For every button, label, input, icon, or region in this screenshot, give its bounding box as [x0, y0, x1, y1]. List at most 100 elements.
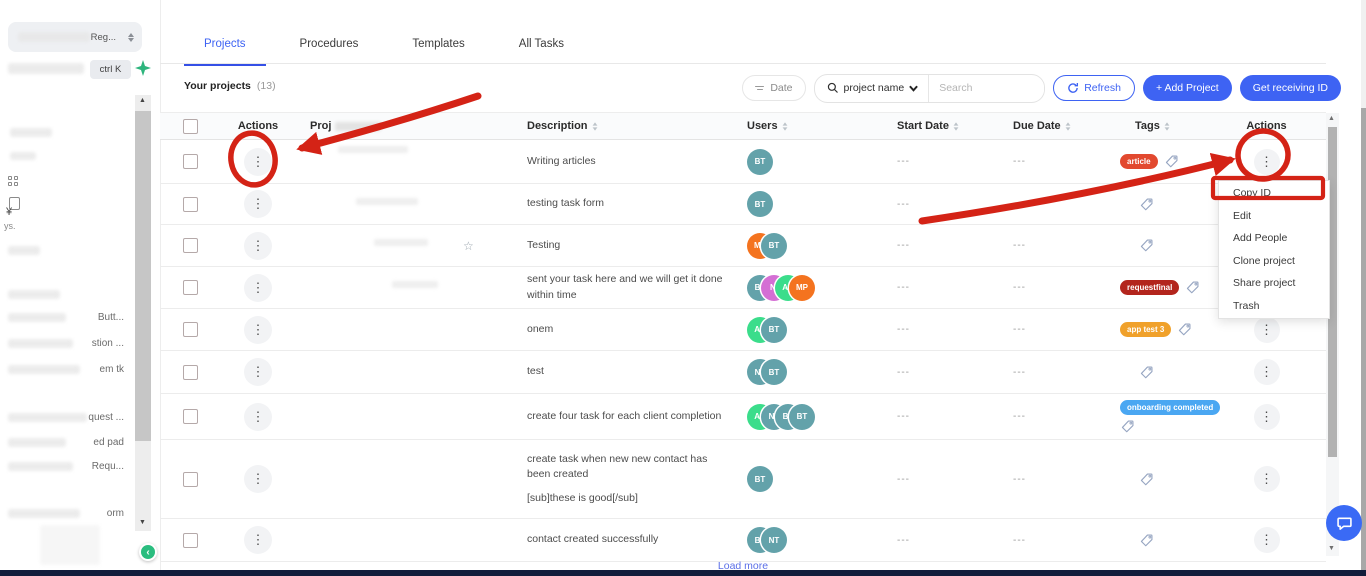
tag-icon[interactable] [1177, 322, 1192, 337]
column-header-actions[interactable]: Actions [1235, 120, 1326, 132]
sort-icon[interactable] [953, 121, 959, 131]
project-name-cell[interactable] [308, 267, 525, 308]
row-actions-button[interactable]: ⋮ [1253, 466, 1280, 492]
tag-icon[interactable] [1185, 280, 1200, 295]
load-more-link[interactable]: Load more [717, 560, 769, 572]
row-checkbox[interactable] [183, 471, 198, 487]
sidebar-item-fragment[interactable]: orm [106, 508, 124, 519]
sparkle-icon[interactable] [135, 60, 151, 81]
row-checkbox[interactable] [183, 322, 198, 337]
sort-icon[interactable] [782, 121, 788, 131]
row-actions-button[interactable]: ⋮ [244, 231, 272, 260]
row-actions-button[interactable]: ⋮ [244, 358, 272, 386]
get-receiving-id-button[interactable]: Get receiving ID [1239, 75, 1341, 101]
refresh-button[interactable]: Refresh [1053, 75, 1135, 101]
sort-icon[interactable] [1164, 121, 1170, 131]
project-name-cell[interactable] [308, 351, 525, 393]
avatar[interactable]: BT [747, 466, 773, 492]
menu-item-edit[interactable]: Edit [1233, 209, 1252, 222]
tag-icon[interactable] [1139, 533, 1154, 548]
row-actions-button[interactable]: ⋮ [1253, 527, 1280, 553]
row-checkbox[interactable] [183, 280, 198, 295]
menu-item-trash[interactable]: Trash [1233, 299, 1260, 312]
row-actions-button[interactable]: ⋮ [244, 465, 272, 493]
project-name-cell[interactable]: ☆ [308, 225, 525, 266]
scroll-up-icon[interactable]: ▲ [1328, 115, 1335, 122]
column-header-start-date[interactable]: Start Date [895, 120, 1011, 132]
window-scrollbar[interactable] [1361, 108, 1366, 570]
select-all-checkbox[interactable] [183, 118, 198, 134]
sort-icon[interactable] [592, 121, 598, 131]
column-header-proj[interactable]: Proj [308, 120, 525, 132]
avatar[interactable]: MP [789, 274, 815, 301]
scroll-down-icon[interactable]: ▼ [1328, 545, 1335, 552]
project-name-cell[interactable] [308, 519, 525, 561]
row-checkbox[interactable] [183, 532, 198, 548]
tab-procedures[interactable]: Procedures [299, 38, 359, 50]
row-actions-button[interactable]: ⋮ [1253, 403, 1280, 430]
tag-pill[interactable]: onboarding completed [1120, 399, 1221, 415]
avatar[interactable]: BT [761, 232, 787, 259]
row-actions-button[interactable]: ⋮ [244, 526, 272, 554]
row-checkbox[interactable] [183, 154, 198, 169]
sidebar-item-fragment[interactable]: em tk [99, 364, 124, 375]
menu-item-add-people[interactable]: Add People [1233, 232, 1288, 244]
tag-pill[interactable]: app test 3 [1120, 322, 1172, 337]
table-scrollbar-thumb[interactable] [1328, 127, 1337, 457]
avatar[interactable]: BT [747, 191, 773, 217]
menu-item-copy-id[interactable]: Copy ID [1233, 187, 1271, 199]
tag-pill[interactable]: article [1120, 154, 1158, 169]
sidebar-item-fragment[interactable]: ed pad [93, 437, 124, 448]
row-actions-button[interactable]: ⋮ [244, 273, 272, 302]
tag-icon[interactable] [1139, 238, 1154, 253]
search-input[interactable] [929, 82, 1045, 94]
add-project-button[interactable]: + Add Project [1142, 75, 1232, 101]
tag-icon[interactable] [1139, 365, 1154, 380]
column-header-users[interactable]: Users [745, 120, 895, 132]
avatar[interactable]: BT [761, 316, 787, 343]
tab-templates[interactable]: Templates [412, 38, 465, 50]
row-actions-button[interactable]: ⋮ [1253, 148, 1280, 175]
row-actions-button[interactable]: ⋮ [244, 315, 272, 344]
tag-icon[interactable] [1139, 472, 1154, 487]
date-filter-button[interactable]: Date [742, 75, 806, 101]
row-actions-button[interactable]: ⋮ [244, 147, 272, 176]
sidebar-item-fragment[interactable]: Requ... [91, 461, 124, 472]
sort-icon[interactable] [1065, 121, 1071, 131]
avatar[interactable]: BT [761, 359, 787, 385]
column-header-actions[interactable]: Actions [208, 120, 308, 132]
project-name-cell[interactable] [308, 309, 525, 350]
chat-widget-button[interactable] [1326, 505, 1362, 541]
menu-item-share-project[interactable]: Share project [1233, 277, 1296, 289]
sidebar-item-fragment[interactable]: stion ... [91, 338, 124, 349]
scroll-up-icon[interactable]: ▲ [139, 97, 146, 104]
avatar[interactable]: NT [761, 527, 787, 553]
sidebar-scrollbar-thumb[interactable] [135, 111, 151, 441]
column-header-due-date[interactable]: Due Date [1011, 120, 1115, 132]
column-header-description[interactable]: Description [525, 120, 745, 132]
column-header-tags[interactable]: Tags [1115, 120, 1235, 132]
tab-all-tasks[interactable]: All Tasks [518, 38, 564, 50]
menu-item-clone-project[interactable]: Clone project [1233, 254, 1295, 267]
row-actions-button[interactable]: ⋮ [1253, 359, 1280, 385]
workspace-selector[interactable]: Reg... [8, 22, 142, 52]
row-checkbox[interactable] [183, 238, 198, 253]
sidebar-item-fragment[interactable]: quest ... [88, 412, 124, 423]
row-checkbox[interactable] [183, 196, 198, 212]
row-actions-button[interactable]: ⋮ [1253, 316, 1280, 343]
sidebar-collapse-button[interactable]: ‹ [139, 543, 157, 561]
project-name-cell[interactable] [308, 440, 525, 518]
project-name-cell[interactable] [308, 184, 525, 224]
avatar[interactable]: BT [789, 403, 815, 430]
tag-pill[interactable]: requestfinal [1120, 280, 1180, 295]
project-name-cell[interactable] [308, 394, 525, 439]
tag-icon[interactable] [1120, 419, 1135, 434]
tab-projects[interactable]: Projects [184, 26, 266, 66]
row-actions-button[interactable]: ⋮ [244, 402, 272, 431]
project-name-cell[interactable] [308, 140, 525, 183]
sidebar-item-fragment[interactable]: Butt... [97, 312, 124, 323]
favorite-star-icon[interactable]: ☆ [463, 238, 474, 253]
row-checkbox[interactable] [183, 364, 198, 380]
sidebar-scrollbar[interactable]: ▲ ▼ [135, 95, 151, 531]
tag-icon[interactable] [1164, 154, 1179, 169]
